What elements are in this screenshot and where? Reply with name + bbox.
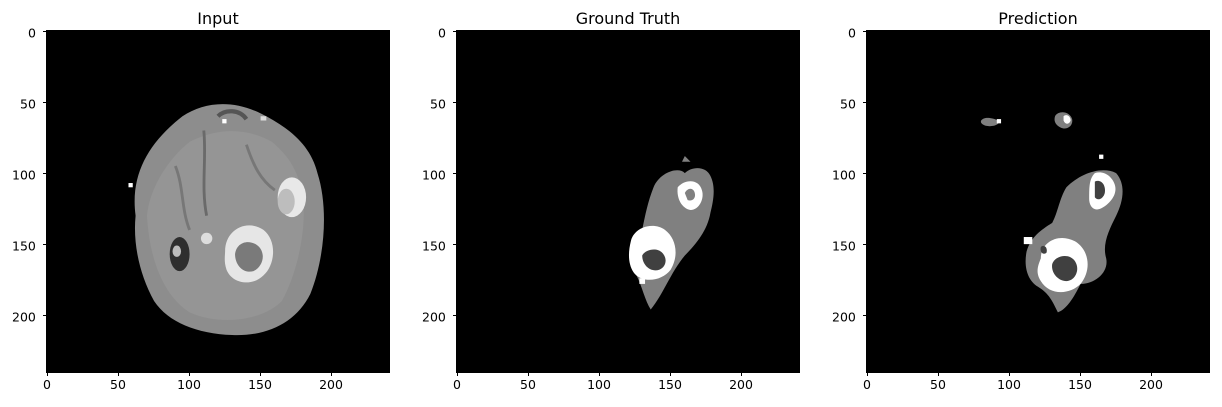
prediction-mask [867, 31, 1209, 372]
panel-title-ground-truth: Ground Truth [575, 9, 681, 28]
x-tick-mark [118, 372, 119, 376]
y-tick-mark [863, 31, 867, 32]
x-tick-label: 0 [863, 377, 871, 392]
y-tick-mark [453, 31, 457, 32]
y-tick-mark [863, 173, 867, 174]
y-tick-label: 200 [832, 309, 856, 325]
y-tick-label: 150 [12, 238, 36, 254]
brain-mri-image [47, 31, 389, 372]
y-tick-mark [43, 173, 47, 174]
y-tick-label: 100 [422, 167, 446, 183]
x-tick-label: 150 [1068, 377, 1092, 392]
x-tick-mark [867, 372, 868, 376]
y-tick-label: 100 [12, 167, 36, 183]
x-tick-mark [1151, 372, 1152, 376]
y-tick-mark [453, 315, 457, 316]
y-tick-label: 200 [422, 309, 446, 325]
x-tick-label: 0 [453, 377, 461, 392]
x-tick-mark [457, 372, 458, 376]
y-tick-label: 50 [840, 96, 856, 112]
y-tick-label: 150 [832, 238, 856, 254]
x-tick-label: 200 [1139, 377, 1163, 392]
axes-ground-truth [456, 30, 800, 373]
x-tick-label: 150 [248, 377, 272, 392]
y-tick-label: 100 [832, 167, 856, 183]
y-tick-label: 0 [848, 25, 856, 41]
x-tick-mark [599, 372, 600, 376]
x-tick-label: 100 [587, 377, 611, 392]
x-tick-mark [189, 372, 190, 376]
y-tick-label: 0 [28, 25, 36, 41]
y-tick-mark [43, 31, 47, 32]
panel-ground-truth: Ground Truth 0 50 100 150 200 0 50 100 1… [0, 0, 800, 407]
x-tick-label: 200 [319, 377, 343, 392]
x-tick-label: 150 [658, 377, 682, 392]
x-tick-mark [331, 372, 332, 376]
y-tick-mark [863, 315, 867, 316]
y-tick-mark [43, 315, 47, 316]
x-tick-mark [938, 372, 939, 376]
y-tick-label: 150 [422, 238, 446, 254]
y-tick-mark [43, 244, 47, 245]
y-tick-label: 0 [438, 25, 446, 41]
x-tick-mark [670, 372, 671, 376]
panel-input: Input [0, 0, 400, 407]
y-tick-mark [43, 102, 47, 103]
y-tick-mark [863, 244, 867, 245]
x-tick-mark [47, 372, 48, 376]
axes-prediction [866, 30, 1210, 373]
x-tick-mark [528, 372, 529, 376]
y-tick-label: 200 [12, 309, 36, 325]
panel-title-prediction: Prediction [998, 9, 1078, 28]
panel-title-input: Input [197, 9, 239, 28]
x-tick-label: 100 [177, 377, 201, 392]
x-tick-mark [1080, 372, 1081, 376]
y-tick-mark [453, 173, 457, 174]
x-tick-mark [260, 372, 261, 376]
x-tick-mark [741, 372, 742, 376]
y-tick-label: 50 [20, 96, 36, 112]
x-tick-label: 200 [729, 377, 753, 392]
y-tick-label: 50 [430, 96, 446, 112]
x-tick-label: 50 [930, 377, 946, 392]
x-tick-label: 0 [43, 377, 51, 392]
x-tick-mark [1009, 372, 1010, 376]
axes-input [46, 30, 390, 373]
x-tick-label: 50 [520, 377, 536, 392]
y-tick-mark [863, 102, 867, 103]
ground-truth-mask [457, 31, 799, 372]
y-tick-mark [453, 244, 457, 245]
y-tick-mark [453, 102, 457, 103]
x-tick-label: 100 [997, 377, 1021, 392]
x-tick-label: 50 [110, 377, 126, 392]
